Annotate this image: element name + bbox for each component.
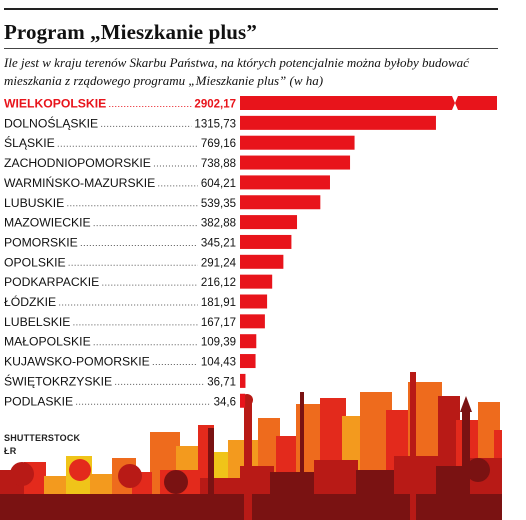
bar-row: MAŁOPOLSKIE 109,39 — [4, 334, 257, 349]
skyline-tree — [466, 458, 490, 482]
bar — [240, 393, 246, 408]
category-label: LUBELSKIE — [4, 315, 70, 329]
bar — [240, 96, 497, 110]
value-label: 539,35 — [201, 198, 236, 210]
category-label: DOLNOŚLĄSKIE — [4, 115, 98, 130]
top-rule — [4, 8, 498, 10]
skyline-tower — [300, 392, 304, 520]
value-label: 2902,17 — [194, 99, 236, 111]
skyline-spire — [460, 396, 472, 412]
bar — [240, 115, 436, 130]
bar — [240, 314, 265, 329]
bar — [240, 254, 284, 269]
bar-row: PODKARPACKIE 216,12 — [4, 274, 273, 289]
value-label: 109,39 — [201, 337, 236, 349]
category-label: ŚLĄSKIE — [4, 135, 55, 150]
category-label: ŁÓDZKIE — [4, 294, 56, 309]
city-skyline-illustration — [0, 372, 502, 520]
bar — [240, 294, 268, 309]
bar-row: KUJAWSKO-POMORSKIE 104,43 — [4, 354, 256, 369]
chart-title: Program „Mieszkanie plus” — [4, 20, 257, 44]
bar-row: DOLNOŚLĄSKIE 1315,73 — [4, 115, 436, 130]
bar — [240, 215, 298, 230]
credits: SHUTTERSTOCK ŁR — [4, 432, 80, 458]
bar-row: ZACHODNIOPOMORSKIE 738,88 — [4, 155, 351, 170]
category-label: PODLASKIE — [4, 394, 73, 408]
category-label: WIELKOPOLSKIE — [4, 97, 106, 111]
skyline-tower — [244, 402, 252, 520]
category-label: ŚWIĘTOKRZYSKIE — [4, 373, 112, 388]
bar — [240, 234, 292, 249]
bar-row: ŁÓDZKIE 181,91 — [4, 294, 268, 309]
category-label: POMORSKIE — [4, 235, 78, 249]
skyline-tower — [208, 428, 214, 520]
bar-row: ŚWIĘTOKRZYSKIE 36,71 — [4, 373, 246, 388]
bar-row: PODLASKIE 34,6 — [4, 393, 246, 408]
bar — [240, 175, 330, 190]
chart-rows: WIELKOPOLSKIE 2902,17 DOLNOŚLĄSKIE 1315,73 Ś… — [4, 96, 497, 408]
bar — [240, 373, 246, 388]
author-initials: ŁR — [4, 446, 17, 456]
value-label: 604,21 — [201, 178, 236, 190]
category-label: ZACHODNIOPOMORSKIE — [4, 156, 151, 170]
value-label: 34,6 — [214, 396, 236, 408]
skyline-tower — [462, 412, 470, 520]
value-label: 181,91 — [201, 297, 236, 309]
bar — [240, 274, 273, 289]
bar — [240, 135, 355, 150]
chart-subtitle: Ile jest w kraju terenów Skarbu Państwa,… — [4, 55, 469, 88]
bar-row: LUBUSKIE 539,35 — [4, 195, 321, 210]
category-label: PODKARPACKIE — [4, 275, 99, 289]
title-rule — [4, 48, 498, 49]
value-label: 1315,73 — [194, 118, 236, 130]
value-label: 769,16 — [201, 138, 236, 150]
category-label: LUBUSKIE — [4, 196, 64, 210]
bar-row: POMORSKIE 345,21 — [4, 234, 292, 249]
skyline-tree — [118, 464, 142, 488]
value-label: 167,17 — [201, 317, 236, 329]
bar — [240, 195, 321, 210]
photo-credit: SHUTTERSTOCK — [4, 433, 81, 443]
bar — [240, 354, 256, 369]
bar-row: ŚLĄSKIE 769,16 — [4, 135, 355, 150]
bar-row: MAZOWIECKIE 382,88 — [4, 215, 298, 230]
value-label: 104,43 — [201, 357, 236, 369]
bar-row: OPOLSKIE 291,24 — [4, 254, 284, 269]
bar-row: WARMIŃSKO-MAZURSKIE 604,21 — [4, 175, 330, 190]
category-label: MAZOWIECKIE — [4, 216, 91, 230]
skyline-tree — [69, 459, 91, 481]
value-label: 216,12 — [201, 277, 236, 289]
category-label: OPOLSKIE — [4, 255, 66, 269]
skyline-tree — [164, 470, 188, 494]
value-label: 738,88 — [201, 158, 236, 170]
skyline-tower — [410, 372, 416, 520]
category-label: WARMIŃSKO-MAZURSKIE — [4, 175, 155, 190]
bar — [240, 334, 257, 349]
value-label: 291,24 — [201, 257, 237, 269]
category-label: KUJAWSKO-POMORSKIE — [4, 355, 150, 369]
bar-row: LUBELSKIE 167,17 — [4, 314, 265, 329]
skyline-tree — [10, 462, 34, 486]
value-label: 382,88 — [201, 218, 236, 230]
bar — [240, 155, 351, 170]
value-label: 345,21 — [201, 237, 236, 249]
bar-row: WIELKOPOLSKIE 2902,17 — [4, 96, 497, 111]
category-label: MAŁOPOLSKIE — [4, 335, 91, 349]
value-label: 36,71 — [207, 376, 236, 388]
